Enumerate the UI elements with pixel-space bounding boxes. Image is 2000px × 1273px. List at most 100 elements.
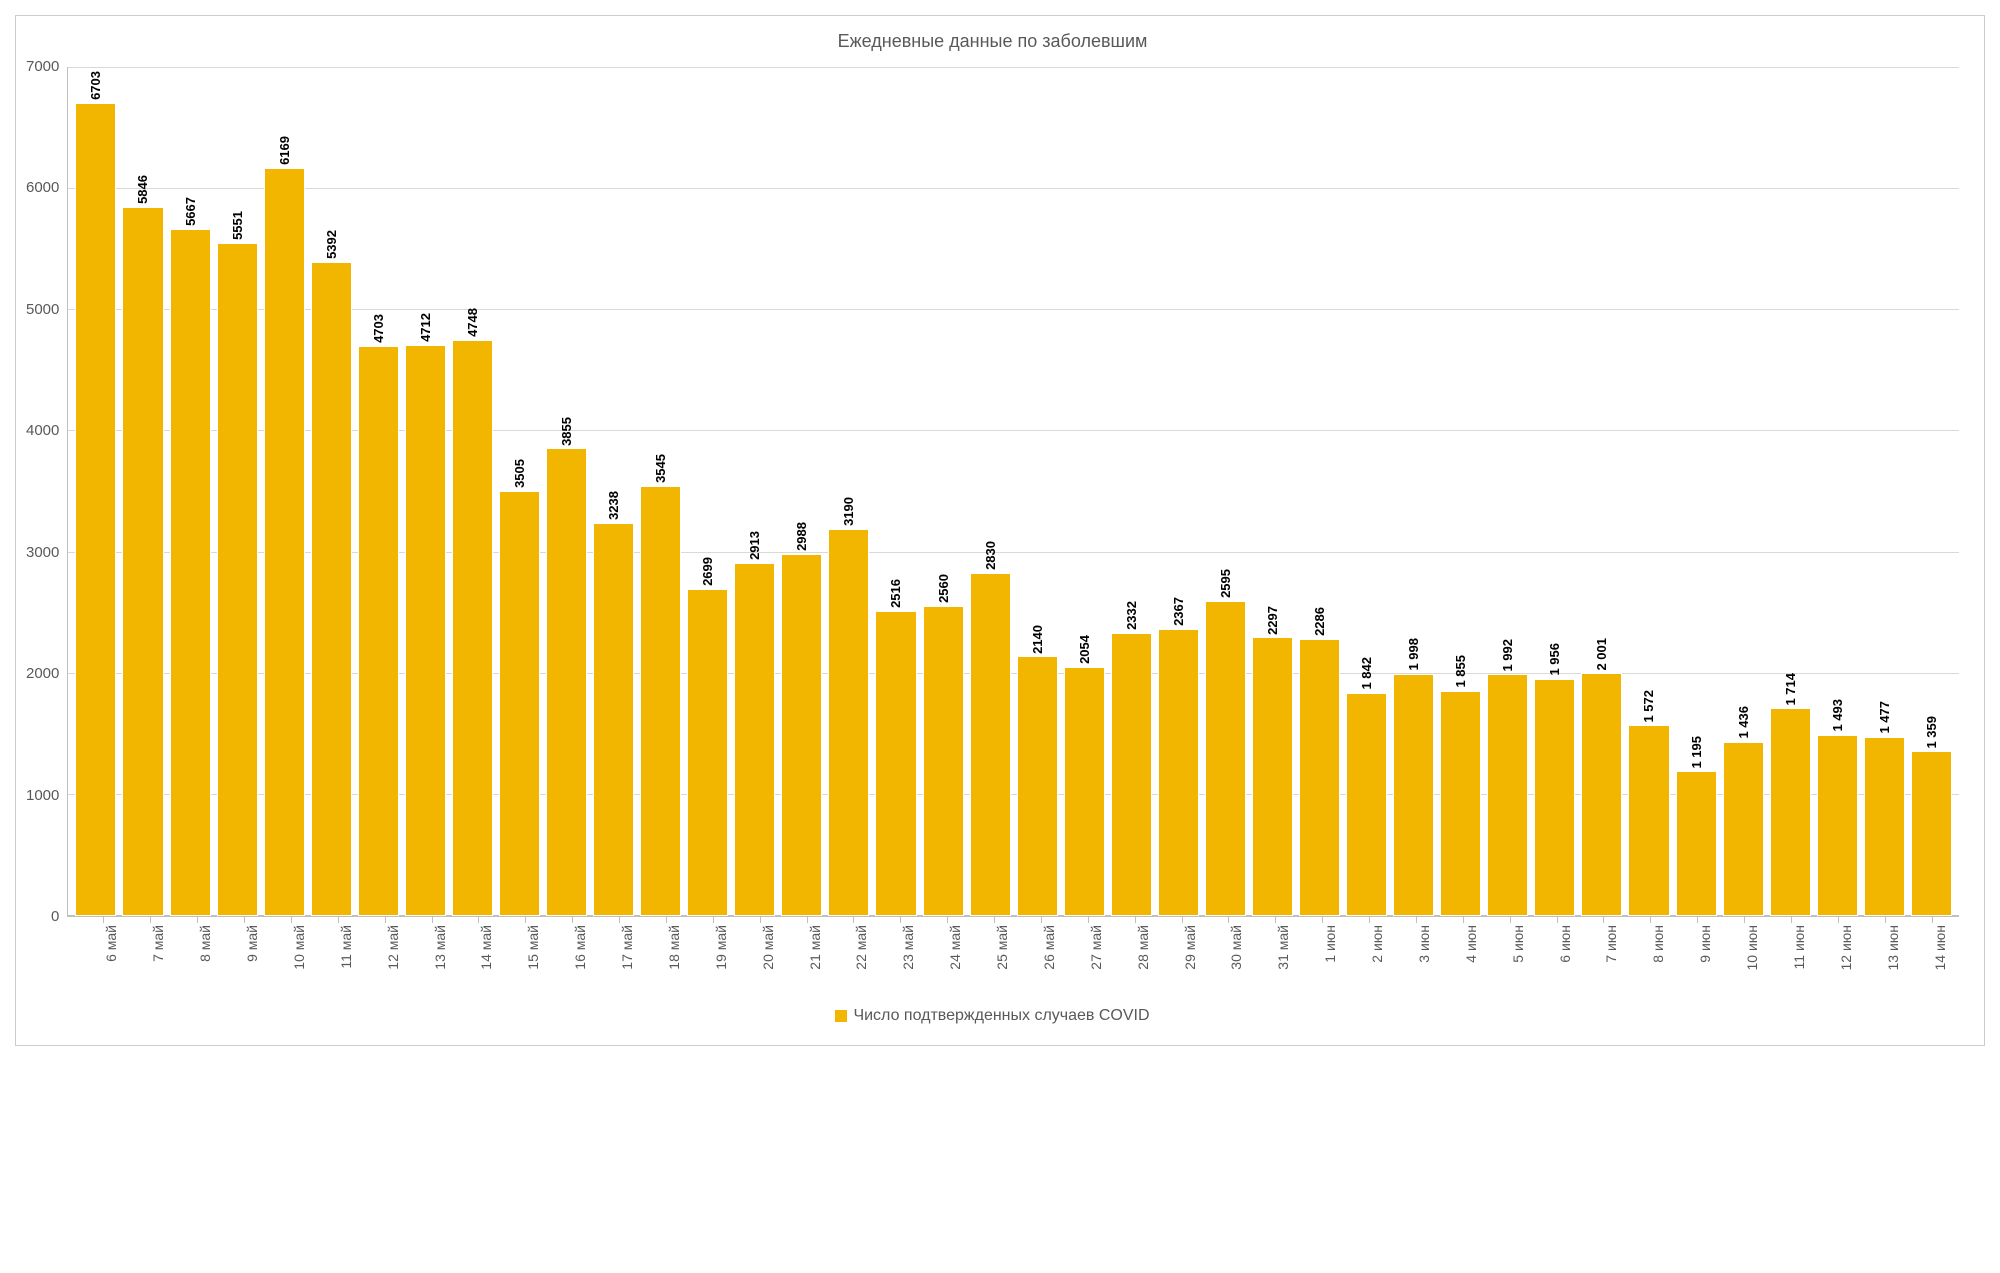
x-tick-mark <box>525 917 526 923</box>
x-tick-label: 8 май <box>197 925 213 962</box>
x-tick: 2 июн <box>1346 917 1393 987</box>
x-tick: 13 май <box>408 917 455 987</box>
bar-value-label: 1 359 <box>1924 716 1939 749</box>
x-tick: 22 май <box>830 917 877 987</box>
x-tick: 18 май <box>643 917 690 987</box>
bar-slot: 2140 <box>1014 67 1061 916</box>
bar <box>1393 674 1434 916</box>
bar <box>1817 735 1858 916</box>
x-tick-mark <box>244 917 245 923</box>
bar-value-label: 3190 <box>841 497 856 526</box>
chart-title: Ежедневные данные по заболевшим <box>26 31 1959 52</box>
bar-value-label: 1 992 <box>1500 639 1515 672</box>
bar <box>1864 737 1905 916</box>
bar-slot: 1 714 <box>1767 67 1814 916</box>
bar-value-label: 1 477 <box>1877 701 1892 734</box>
bar-value-label: 6169 <box>277 136 292 165</box>
bar-value-label: 1 493 <box>1830 699 1845 732</box>
bar-value-label: 6703 <box>88 71 103 100</box>
x-tick-mark <box>807 917 808 923</box>
x-tick-label: 31 май <box>1275 925 1291 970</box>
x-tick-mark <box>1603 917 1604 923</box>
x-tick-label: 13 май <box>432 925 448 970</box>
bar-slot: 5667 <box>167 67 214 916</box>
x-tick-label: 1 июн <box>1322 925 1338 963</box>
bar-slot: 1 493 <box>1814 67 1861 916</box>
x-tick-label: 16 май <box>572 925 588 970</box>
x-tick-label: 12 май <box>385 925 401 970</box>
x-tick-mark <box>1182 917 1183 923</box>
x-tick-label: 4 июн <box>1463 925 1479 963</box>
legend-label: Число подтвержденных случаев COVID <box>853 1007 1149 1025</box>
x-tick-label: 22 май <box>853 925 869 970</box>
bar-slot: 1 842 <box>1343 67 1390 916</box>
bar-value-label: 5551 <box>230 211 245 240</box>
x-tick-label: 30 май <box>1228 925 1244 970</box>
bar-value-label: 5846 <box>135 175 150 204</box>
x-tick-mark <box>1135 917 1136 923</box>
x-tick: 21 май <box>783 917 830 987</box>
x-tick-label: 7 май <box>150 925 166 962</box>
x-tick-label: 28 май <box>1135 925 1151 970</box>
x-tick: 26 май <box>1018 917 1065 987</box>
bar-slot: 1 359 <box>1908 67 1955 916</box>
bar <box>687 589 728 916</box>
x-tick-mark <box>572 917 573 923</box>
bar-value-label: 1 436 <box>1736 706 1751 739</box>
x-tick: 9 июн <box>1674 917 1721 987</box>
x-tick: 16 май <box>549 917 596 987</box>
bar-value-label: 5392 <box>324 230 339 259</box>
x-tick: 4 июн <box>1439 917 1486 987</box>
x-tick-mark <box>1932 917 1933 923</box>
x-tick: 30 май <box>1205 917 1252 987</box>
bar <box>593 523 634 916</box>
x-tick: 11 июн <box>1768 917 1815 987</box>
x-tick: 28 май <box>1111 917 1158 987</box>
x-tick-label: 29 май <box>1182 925 1198 970</box>
x-tick: 17 май <box>596 917 643 987</box>
x-tick-mark <box>291 917 292 923</box>
x-tick-mark <box>994 917 995 923</box>
x-tick: 10 май <box>268 917 315 987</box>
bar-value-label: 4703 <box>371 314 386 343</box>
x-tick-label: 15 май <box>525 925 541 970</box>
x-tick-label: 12 июн <box>1838 925 1854 971</box>
x-tick-mark <box>150 917 151 923</box>
bar-slot: 1 436 <box>1720 67 1767 916</box>
x-tick-mark <box>1885 917 1886 923</box>
x-tick-mark <box>1416 917 1417 923</box>
bar <box>546 448 587 916</box>
x-tick-label: 10 июн <box>1744 925 1760 971</box>
bar-value-label: 2054 <box>1077 635 1092 664</box>
bar <box>1911 751 1952 916</box>
x-tick-mark <box>760 917 761 923</box>
x-tick: 27 май <box>1064 917 1111 987</box>
x-tick: 10 июн <box>1721 917 1768 987</box>
x-tick-label: 20 май <box>760 925 776 970</box>
bar <box>217 243 258 916</box>
x-tick-mark <box>853 917 854 923</box>
x-tick-mark <box>1041 917 1042 923</box>
x-tick-label: 19 май <box>713 925 729 970</box>
x-tick-mark <box>1791 917 1792 923</box>
x-tick: 12 май <box>361 917 408 987</box>
x-tick-label: 14 май <box>478 925 494 970</box>
bar-value-label: 2140 <box>1030 625 1045 654</box>
bar <box>828 529 869 916</box>
bar-slot: 1 992 <box>1484 67 1531 916</box>
x-tick: 14 май <box>455 917 502 987</box>
x-tick-label: 21 май <box>807 925 823 970</box>
bar-slot: 1 195 <box>1673 67 1720 916</box>
bar <box>122 207 163 916</box>
bar <box>452 340 493 916</box>
bar-slot: 4712 <box>402 67 449 916</box>
x-tick-label: 9 май <box>244 925 260 962</box>
bar-value-label: 3238 <box>606 491 621 520</box>
bar <box>640 486 681 916</box>
bar-slot: 5392 <box>308 67 355 916</box>
x-tick: 19 май <box>689 917 736 987</box>
legend: Число подтвержденных случаев COVID <box>26 1007 1959 1025</box>
bar-value-label: 2297 <box>1265 606 1280 635</box>
bar-slot: 2516 <box>872 67 919 916</box>
x-tick-label: 11 май <box>338 925 354 969</box>
